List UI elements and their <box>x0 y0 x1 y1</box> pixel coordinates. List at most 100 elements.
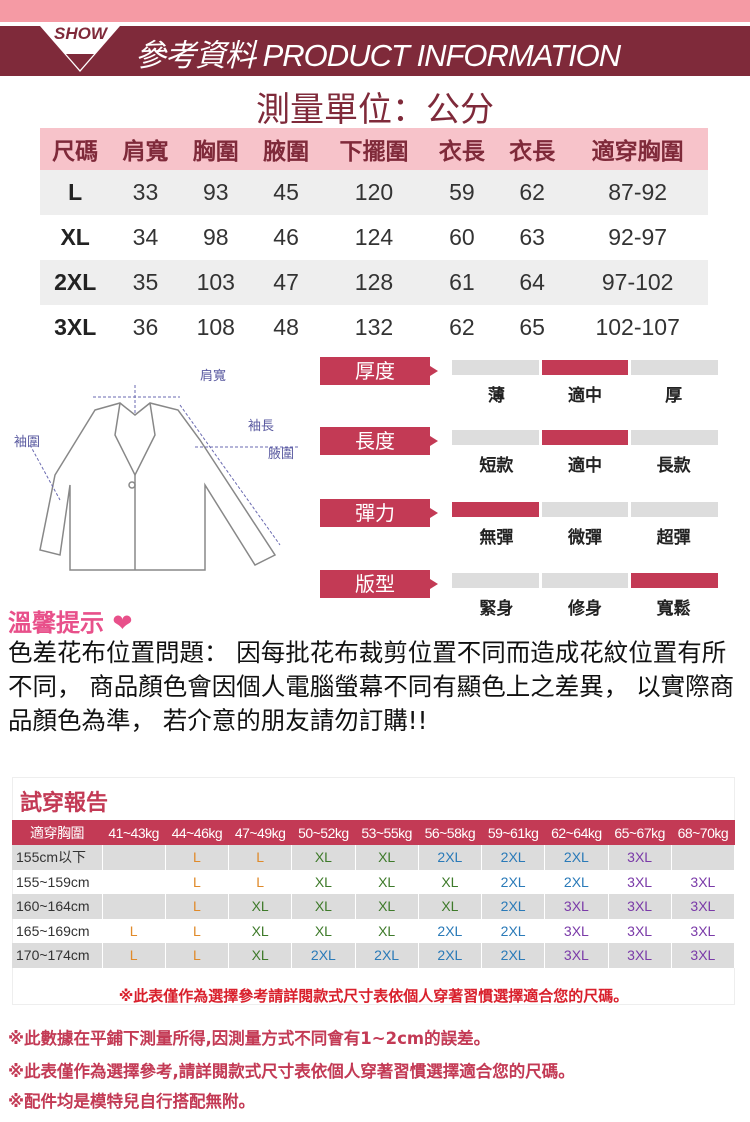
table-row: 155~159cm L L XL XL XL 2XL 2XL 3XL 3XL <box>12 869 736 894</box>
table-row: L 33 93 45 120 59 62 87-92 <box>40 170 708 215</box>
scale-labels: 薄 適中 厚 <box>452 381 718 406</box>
scale-segment <box>452 502 539 517</box>
scale-segment <box>541 360 629 375</box>
triangle-icon <box>40 26 120 72</box>
table-cell: XL <box>355 918 419 943</box>
column-header: 65~67kg <box>608 820 672 845</box>
scale-segment <box>452 573 539 588</box>
table-cell: 93 <box>180 170 251 215</box>
column-header: 下擺圍 <box>321 128 427 170</box>
scale-segment <box>452 360 539 375</box>
column-header: 腋圍 <box>250 128 322 170</box>
table-cell: XL <box>228 943 293 968</box>
attribute-label-0: 厚度 <box>320 357 438 385</box>
table-cell: 87-92 <box>567 170 708 215</box>
column-header: 適穿胸圍 <box>12 820 102 845</box>
table-cell: L <box>165 918 230 943</box>
table-cell <box>671 845 736 870</box>
table-cell: 64 <box>497 260 568 305</box>
tips-title: 溫馨提示 ❤ <box>8 609 133 637</box>
scale-option: 緊身 <box>479 599 514 619</box>
scale-option: 長款 <box>656 456 691 476</box>
table-cell: XL <box>355 845 419 870</box>
table-cell: 97-102 <box>567 260 708 305</box>
table-cell <box>102 894 166 919</box>
scale-segment <box>541 430 629 445</box>
shoulder-label: 肩寬 <box>200 369 227 384</box>
scale-labels: 短款 適中 長款 <box>452 451 718 476</box>
scale-option: 修身 <box>568 599 602 619</box>
column-header: 41~43kg <box>102 820 166 845</box>
table-cell: 46 <box>273 224 299 250</box>
table-cell: 3XL <box>608 918 672 943</box>
table-cell: XL <box>355 894 419 919</box>
table-cell: XL <box>60 224 90 250</box>
table-cell: 60 <box>449 224 475 250</box>
unit-title: 測量單位：公分 <box>256 90 494 130</box>
table-cell: 128 <box>321 260 427 305</box>
scale-segment <box>631 430 719 445</box>
scale-segment <box>631 573 719 588</box>
table-cell: 2XL <box>355 943 419 968</box>
table-cell: 3XL <box>54 314 97 340</box>
attribute-scale <box>452 502 719 517</box>
table-cell: L <box>165 943 230 968</box>
table-cell: XL <box>418 869 483 894</box>
table-row: 170~174cm L L XL 2XL 2XL 2XL 2XL 3XL 3XL 3XL <box>12 943 736 968</box>
table-cell: L <box>165 869 230 894</box>
table-cell: 2XL <box>544 869 609 894</box>
table-cell: L <box>165 894 230 919</box>
heart-icon: ❤ <box>112 609 133 637</box>
table-cell: L <box>40 170 111 215</box>
table-cell: 36 <box>132 314 159 340</box>
table-cell: 62 <box>497 170 568 215</box>
table-cell: 2XL <box>418 845 483 870</box>
tips-body: 色差花布位置問題： 因每批花布裁剪位置不同而造成花紋位置有所不同， 商品顏色會因… <box>8 638 735 735</box>
table-cell: 160~164cm <box>12 894 103 919</box>
scale-option: 短款 <box>479 456 514 476</box>
table-cell: XL <box>291 894 356 919</box>
table-cell: XL <box>228 894 293 919</box>
column-header: 胸圍 <box>180 128 251 170</box>
table-cell: XL <box>418 894 483 919</box>
try-report-note: ※此表僅作為選擇參考請詳閱款式尺寸表依個人穿著習慣選擇適合您的尺碼。 <box>118 987 629 1005</box>
table-cell: 2XL <box>418 918 483 943</box>
table-cell: 47 <box>250 260 322 305</box>
scale-option: 無彈 <box>479 528 514 548</box>
table-cell: 2XL <box>40 260 111 305</box>
show-badge: SHOW <box>40 24 120 76</box>
table-row: 155cm以下 L L XL XL 2XL 2XL 2XL 3XL <box>12 845 736 870</box>
scale-segment <box>452 430 539 445</box>
attribute-scale <box>452 573 719 588</box>
size-table: 尺碼 肩寬 胸圍 腋圍 下擺圍 衣長 衣長 適穿胸圍 L 33 93 45 120 59 62 87-92 XL… <box>40 128 708 350</box>
table-cell: XL <box>228 918 293 943</box>
table-cell: 63 <box>519 224 545 250</box>
table-cell: XL <box>291 869 356 894</box>
sleeve-label: 袖長 <box>248 419 275 434</box>
table-cell: 155~159cm <box>12 869 103 894</box>
note-2: ※此表僅作為選擇參考,請詳閱款式尺寸表依個人穿著習慣選擇適合您的尺碼。 <box>8 1062 575 1081</box>
note-1: ※此數據在平鋪下測量所得,因測量方式不同會有1~2cm的誤差。 <box>8 1029 491 1048</box>
table-cell: 102-107 <box>595 314 680 340</box>
column-header: 53~55kg <box>355 820 419 845</box>
table-cell: 165~169cm <box>12 918 103 943</box>
table-cell: 132 <box>354 314 394 340</box>
table-cell: 62 <box>449 314 475 340</box>
table-row: 165~169cm L L XL XL XL 2XL 2XL 3XL 3XL 3XL <box>12 918 736 943</box>
table-cell: 2XL <box>481 943 546 968</box>
column-header: 肩寬 <box>110 128 181 170</box>
table-cell: 48 <box>273 314 299 340</box>
table-cell: 3XL <box>608 894 672 919</box>
column-header: 衣長 <box>497 128 568 170</box>
top-strip <box>0 0 750 22</box>
cuff-label: 袖圍 <box>14 435 41 450</box>
column-header: 62~64kg <box>544 820 608 845</box>
scale-segment <box>541 573 629 588</box>
table-cell: 3XL <box>671 918 736 943</box>
table-cell: 170~174cm <box>12 943 103 968</box>
column-header: 47~49kg <box>228 820 292 845</box>
table-cell <box>102 845 166 870</box>
table-cell: 2XL <box>481 869 546 894</box>
table-cell: 2XL <box>481 918 546 943</box>
try-report-table: 適穿胸圍 41~43kg 44~46kg 47~49kg 50~52kg 53~55kg 5… <box>12 820 736 968</box>
